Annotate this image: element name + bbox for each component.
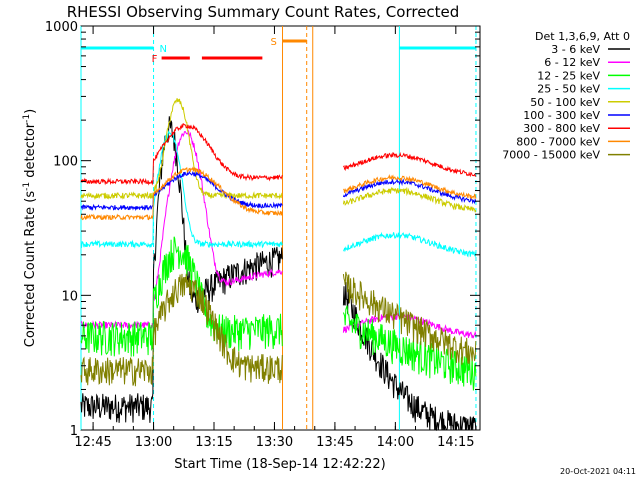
legend-label: 300 - 800 keV bbox=[523, 122, 600, 135]
series-line bbox=[342, 282, 477, 432]
legend-label: 25 - 50 keV bbox=[537, 83, 600, 96]
flag-label: F bbox=[152, 54, 158, 65]
series-line bbox=[80, 98, 283, 201]
series-line bbox=[80, 129, 283, 330]
y-axis-label-sup2: -1 bbox=[22, 114, 32, 123]
flag-label: N bbox=[160, 44, 167, 55]
legend-label: 800 - 7000 keV bbox=[516, 135, 600, 148]
legend-label: 7000 - 15000 keV bbox=[502, 149, 600, 162]
series-line bbox=[80, 116, 283, 423]
legend-label: 50 - 100 keV bbox=[530, 96, 600, 109]
x-tick-label: 14:00 bbox=[377, 435, 414, 450]
series-line bbox=[342, 271, 477, 365]
y-axis-label-part1: Corrected Count Rate (s bbox=[23, 191, 38, 348]
series-line bbox=[343, 174, 477, 200]
series-line bbox=[342, 305, 477, 391]
series-line bbox=[80, 170, 283, 212]
y-axis-label-part2: detector bbox=[23, 122, 38, 182]
series-line bbox=[80, 273, 283, 387]
x-tick-label: 13:15 bbox=[195, 435, 232, 450]
y-axis-label-part3: ) bbox=[23, 109, 38, 114]
x-axis-label: Start Time (18-Sep-14 12:42:22) bbox=[174, 457, 385, 472]
legend-label: 3 - 6 keV bbox=[551, 43, 600, 56]
x-tick-label: 14:15 bbox=[437, 435, 474, 450]
series-line bbox=[342, 186, 477, 213]
x-tick-label: 12:45 bbox=[74, 435, 111, 450]
y-axis-label-sup1: -1 bbox=[22, 182, 32, 191]
chart-title: RHESSI Observing Summary Count Rates, Co… bbox=[67, 3, 460, 21]
series-line bbox=[80, 130, 283, 249]
y-tick-label: 100 bbox=[53, 155, 78, 170]
x-axis-ticks: 12:45 13:00 13:15 13:30 13:45 14:00 14:15 bbox=[74, 26, 477, 450]
x-tick-label: 13:00 bbox=[135, 435, 172, 450]
y-tick-label: 1 bbox=[70, 424, 78, 439]
y-tick-label: 1000 bbox=[45, 20, 78, 35]
y-axis-label: Corrected Count Rate (s-1 detector-1) bbox=[22, 109, 38, 347]
series-line bbox=[80, 236, 283, 357]
flag-layer: NF S bbox=[81, 37, 476, 65]
x-tick-label: 13:45 bbox=[316, 435, 353, 450]
legend-label: 12 - 25 keV bbox=[537, 69, 600, 82]
series-line bbox=[342, 312, 477, 339]
flag-label: S bbox=[271, 37, 277, 48]
x-tick-label: 13:30 bbox=[256, 435, 293, 450]
timestamp: 20-Oct-2021 04:11 bbox=[560, 467, 636, 476]
legend-label: 6 - 12 keV bbox=[544, 56, 600, 69]
series-line bbox=[80, 166, 283, 221]
legend-label: 100 - 300 keV bbox=[523, 109, 600, 122]
series-line bbox=[80, 123, 283, 186]
legend-header: Det 1,3,6,9, Att 0 bbox=[535, 30, 630, 43]
y-tick-label: 10 bbox=[61, 289, 78, 304]
y-axis-ticks: 1 10 100 1000 bbox=[45, 20, 480, 439]
series-layer bbox=[80, 98, 477, 432]
series-line bbox=[342, 177, 477, 205]
series-line bbox=[342, 231, 477, 258]
series-line bbox=[342, 151, 477, 177]
